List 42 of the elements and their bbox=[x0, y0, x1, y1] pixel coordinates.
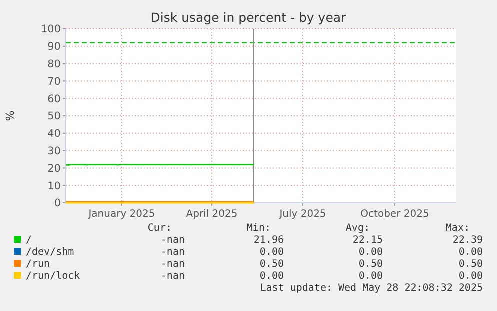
text: -nan bbox=[160, 247, 185, 258]
text: Avg: bbox=[346, 223, 370, 234]
text: 22.39 bbox=[452, 235, 483, 246]
y-tick-label: 50 bbox=[48, 110, 61, 123]
text: 0.50 bbox=[358, 259, 383, 270]
y-tick-label: 60 bbox=[48, 93, 61, 106]
text: -nan bbox=[160, 271, 185, 282]
text: Cur: bbox=[148, 223, 172, 234]
x-tick-label: July 2025 bbox=[278, 209, 326, 220]
y-tick-label: 100 bbox=[40, 24, 61, 36]
x-tick-label: October 2025 bbox=[360, 209, 430, 220]
text: -nan bbox=[160, 235, 185, 246]
text: 0.50 bbox=[458, 259, 483, 270]
text: 0.00 bbox=[358, 271, 383, 282]
legend-label: /run bbox=[26, 259, 50, 270]
y-tick-label: 10 bbox=[48, 180, 61, 192]
text: 0.00 bbox=[358, 247, 383, 258]
text: 22.15 bbox=[352, 235, 383, 246]
y-tick-label: 30 bbox=[48, 145, 61, 158]
text: 0.00 bbox=[458, 247, 483, 258]
y-axis-title: % bbox=[4, 110, 17, 122]
chart-title: Disk usage in percent - by year bbox=[150, 10, 348, 25]
x-tick-label: January 2025 bbox=[88, 209, 156, 220]
x-tick-label: April 2025 bbox=[186, 209, 238, 220]
y-tick-label: 40 bbox=[48, 128, 61, 140]
text: Last update: Wed May 28 22:08:32 2025 bbox=[260, 283, 483, 294]
text: 0.50 bbox=[260, 259, 284, 270]
y-tick-label: 70 bbox=[48, 76, 61, 88]
text: 0.00 bbox=[458, 271, 483, 282]
text: -nan bbox=[160, 259, 185, 270]
legend-label: /dev/shm bbox=[26, 247, 74, 258]
legend-label: /run/lock bbox=[26, 271, 80, 282]
text: Min: bbox=[246, 223, 271, 234]
legend-label: / bbox=[26, 235, 32, 246]
text: Max: bbox=[446, 223, 470, 234]
y-tick-label: 20 bbox=[48, 162, 61, 175]
y-tick-label: 90 bbox=[48, 41, 61, 54]
text: 0.00 bbox=[260, 271, 284, 282]
text: 21.96 bbox=[254, 235, 284, 246]
text: 0.00 bbox=[260, 247, 284, 258]
y-tick-label: 0 bbox=[54, 198, 61, 210]
y-tick-label: 80 bbox=[48, 58, 61, 70]
